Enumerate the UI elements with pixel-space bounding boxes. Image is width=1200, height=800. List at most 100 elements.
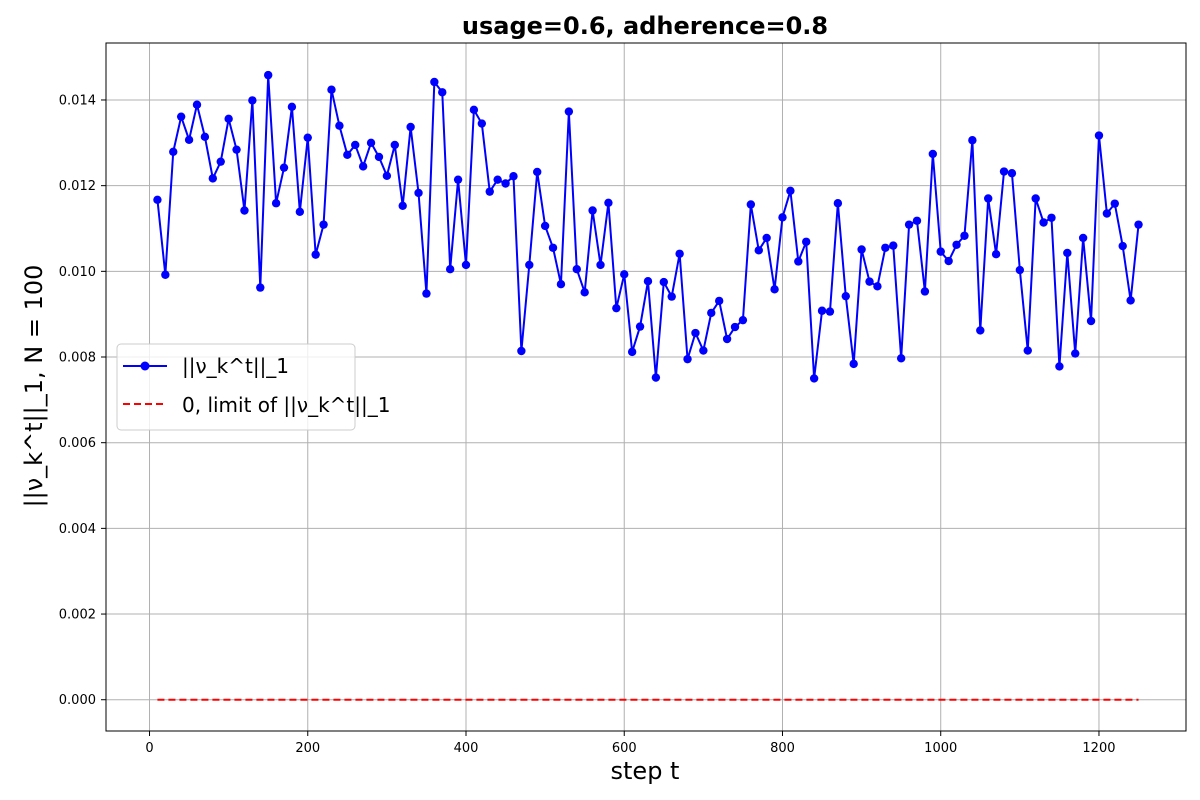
series-point bbox=[382, 171, 392, 180]
axes-layer bbox=[105, 42, 1187, 732]
series-point bbox=[271, 199, 281, 208]
series-point bbox=[857, 245, 866, 254]
series-point bbox=[865, 277, 874, 286]
y-tick-label: 0.012 bbox=[59, 179, 96, 194]
series-point bbox=[1031, 194, 1040, 203]
series-point bbox=[208, 174, 218, 183]
series-point bbox=[809, 374, 819, 383]
y-tick-label: 0.002 bbox=[59, 608, 96, 623]
legend-series-marker bbox=[140, 361, 150, 371]
series-point bbox=[335, 121, 344, 130]
series-point bbox=[453, 175, 463, 184]
series-point bbox=[738, 315, 748, 325]
series-point bbox=[1007, 169, 1017, 178]
series-point bbox=[303, 133, 312, 142]
series-point bbox=[264, 70, 273, 80]
series-point bbox=[691, 328, 700, 338]
series-point bbox=[651, 373, 661, 382]
series-point bbox=[699, 346, 708, 355]
series-point bbox=[414, 188, 423, 198]
series-point bbox=[968, 136, 977, 145]
series-point bbox=[1110, 199, 1119, 208]
series-point bbox=[192, 100, 202, 109]
series-point bbox=[374, 152, 384, 162]
series-point bbox=[928, 149, 938, 159]
series-point bbox=[999, 167, 1009, 176]
series-line bbox=[156, 75, 1140, 379]
series-point bbox=[588, 206, 597, 215]
legend: ||ν_k^t||_1 0, limit of ||ν_k^t||_1 bbox=[116, 343, 390, 431]
x-tick-label: 800 bbox=[770, 741, 795, 756]
series-point bbox=[675, 249, 684, 258]
series-point bbox=[833, 199, 843, 208]
series-point bbox=[1118, 241, 1127, 251]
series-point bbox=[232, 145, 241, 154]
series-point bbox=[295, 207, 305, 216]
series-point bbox=[351, 140, 360, 150]
series-point bbox=[904, 220, 914, 229]
series-point bbox=[422, 289, 431, 298]
series-point bbox=[825, 307, 835, 316]
plot-frame bbox=[105, 42, 1187, 732]
x-tick-label: 1000 bbox=[924, 741, 957, 756]
series-point bbox=[248, 96, 257, 105]
series-point bbox=[153, 195, 162, 204]
series-point bbox=[635, 322, 645, 331]
series-point bbox=[224, 114, 233, 124]
x-tick-label: 600 bbox=[612, 741, 637, 756]
series-point bbox=[1047, 213, 1056, 222]
series-point bbox=[952, 240, 961, 249]
series-point bbox=[976, 326, 985, 335]
series-point bbox=[366, 138, 376, 148]
series-point bbox=[1055, 362, 1064, 371]
series-point bbox=[912, 216, 922, 225]
legend-limit-label: 0, limit of ||ν_k^t||_1 bbox=[182, 393, 390, 417]
series-point bbox=[620, 270, 629, 279]
series-point bbox=[1063, 248, 1072, 258]
series-point bbox=[643, 276, 653, 286]
series-point bbox=[548, 243, 558, 252]
series-point bbox=[311, 250, 320, 259]
series-point bbox=[1126, 296, 1135, 305]
series-point bbox=[1078, 233, 1088, 243]
series-point bbox=[438, 88, 447, 97]
series-point bbox=[762, 233, 771, 243]
series-point bbox=[841, 291, 850, 301]
series-point bbox=[477, 119, 487, 128]
series-point bbox=[161, 270, 170, 279]
series-point bbox=[319, 220, 328, 229]
series-point bbox=[343, 150, 352, 160]
series-point bbox=[430, 77, 439, 87]
series-point bbox=[169, 147, 178, 157]
series-point bbox=[849, 359, 858, 369]
series-point bbox=[287, 102, 297, 112]
series-point bbox=[794, 257, 803, 266]
series-point bbox=[358, 162, 368, 171]
x-axis-label: step t bbox=[611, 757, 680, 785]
series-point bbox=[960, 231, 969, 240]
series-point bbox=[1071, 349, 1080, 358]
legend-frame bbox=[116, 343, 356, 431]
series-point bbox=[817, 306, 827, 315]
tick-layer: 0 200 400 600 800 1000 1200 0.000 0.002 0.004 0.00… bbox=[59, 93, 1116, 756]
series-point bbox=[200, 132, 210, 142]
series-point bbox=[881, 243, 890, 252]
y-axis-label: ||ν_k^t||_1, N = 100 bbox=[20, 265, 48, 508]
series-point bbox=[216, 157, 225, 166]
series-point bbox=[770, 285, 779, 294]
series-point bbox=[754, 246, 763, 255]
y-tick-label: 0.010 bbox=[59, 265, 96, 280]
series-point bbox=[722, 334, 732, 344]
series-layer bbox=[153, 70, 1143, 701]
series-point bbox=[572, 264, 581, 274]
series-point bbox=[1023, 346, 1032, 355]
series-point bbox=[240, 206, 249, 215]
series-point bbox=[896, 354, 906, 363]
series-point bbox=[493, 175, 502, 184]
series-point bbox=[564, 107, 574, 116]
y-tick-label: 0.000 bbox=[59, 693, 96, 708]
series-point bbox=[1086, 316, 1096, 326]
y-tick-label: 0.014 bbox=[59, 93, 96, 108]
